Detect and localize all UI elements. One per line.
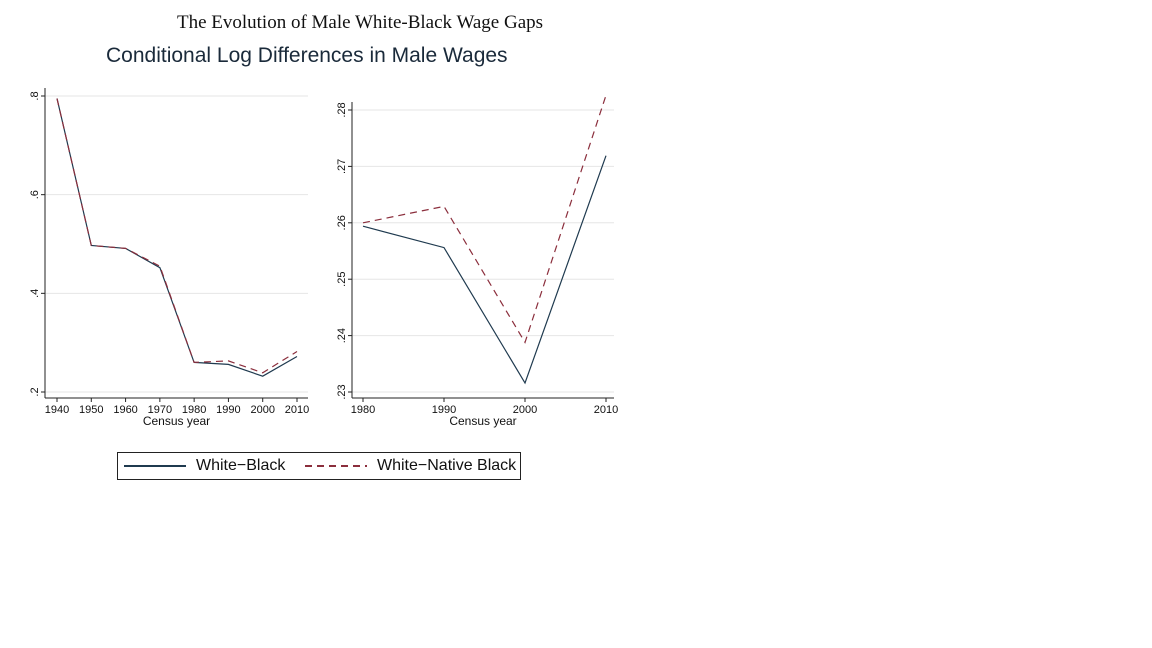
- y-tick-label: .24: [336, 328, 348, 343]
- x-axis-title: Census year: [143, 414, 210, 428]
- series-line-white-black: [362, 155, 607, 385]
- figure-title: The Evolution of Male White-Black Wage G…: [176, 12, 544, 33]
- y-tick-label: .4: [29, 289, 41, 298]
- legend-label-white-black: White−Black: [196, 457, 286, 474]
- x-tick-label: 1980: [351, 404, 375, 416]
- x-tick-label: 2010: [285, 404, 309, 416]
- y-tick-label: .23: [336, 384, 348, 399]
- panel-2: .23 .24 .25 .26 .27 .28 1980 1990 2000 2010 Census…: [336, 95, 618, 428]
- legend-label-white-native-black: White−Native Black: [377, 457, 517, 474]
- legend-entry-white-native-black: White−Native Black: [305, 453, 516, 479]
- y-tick-label: .2: [29, 387, 41, 396]
- x-tick-label: 2000: [250, 404, 274, 416]
- y-tick-label: .25: [336, 272, 348, 287]
- y-tick-label: .6: [29, 190, 41, 199]
- y-tick-label: .27: [336, 159, 348, 174]
- y-tick-label: .28: [336, 102, 348, 117]
- x-tick-label: 2000: [513, 404, 537, 416]
- legend-swatch-dashed: [305, 465, 367, 467]
- y-tick-label: .26: [336, 215, 348, 230]
- x-tick-label: 2010: [594, 404, 618, 416]
- series-line-white-black: [56, 98, 298, 377]
- figure-subtitle: Conditional Log Differences in Male Wage…: [106, 44, 508, 67]
- x-tick-label: 1990: [432, 404, 456, 416]
- series-line-white-native-black: [362, 95, 607, 344]
- legend-swatch-solid: [124, 465, 186, 467]
- x-axis-title: Census year: [449, 414, 516, 428]
- y-tick-label: .8: [29, 91, 41, 100]
- x-tick-label: 1970: [148, 404, 172, 416]
- x-tick-label: 1940: [45, 404, 69, 416]
- legend-entry-white-black: White−Black: [124, 453, 285, 479]
- x-tick-label: 1980: [182, 404, 206, 416]
- x-tick-label: 1950: [79, 404, 103, 416]
- x-tick-label: 1990: [216, 404, 240, 416]
- panel-1: .2 .4 .6 .8 1940 1950 1960 1970 1980 1990 2000 2010…: [29, 88, 309, 428]
- series-line-white-native-black: [56, 98, 298, 374]
- x-tick-label: 1960: [113, 404, 137, 416]
- legend: White−Black White−Native Black: [117, 452, 521, 480]
